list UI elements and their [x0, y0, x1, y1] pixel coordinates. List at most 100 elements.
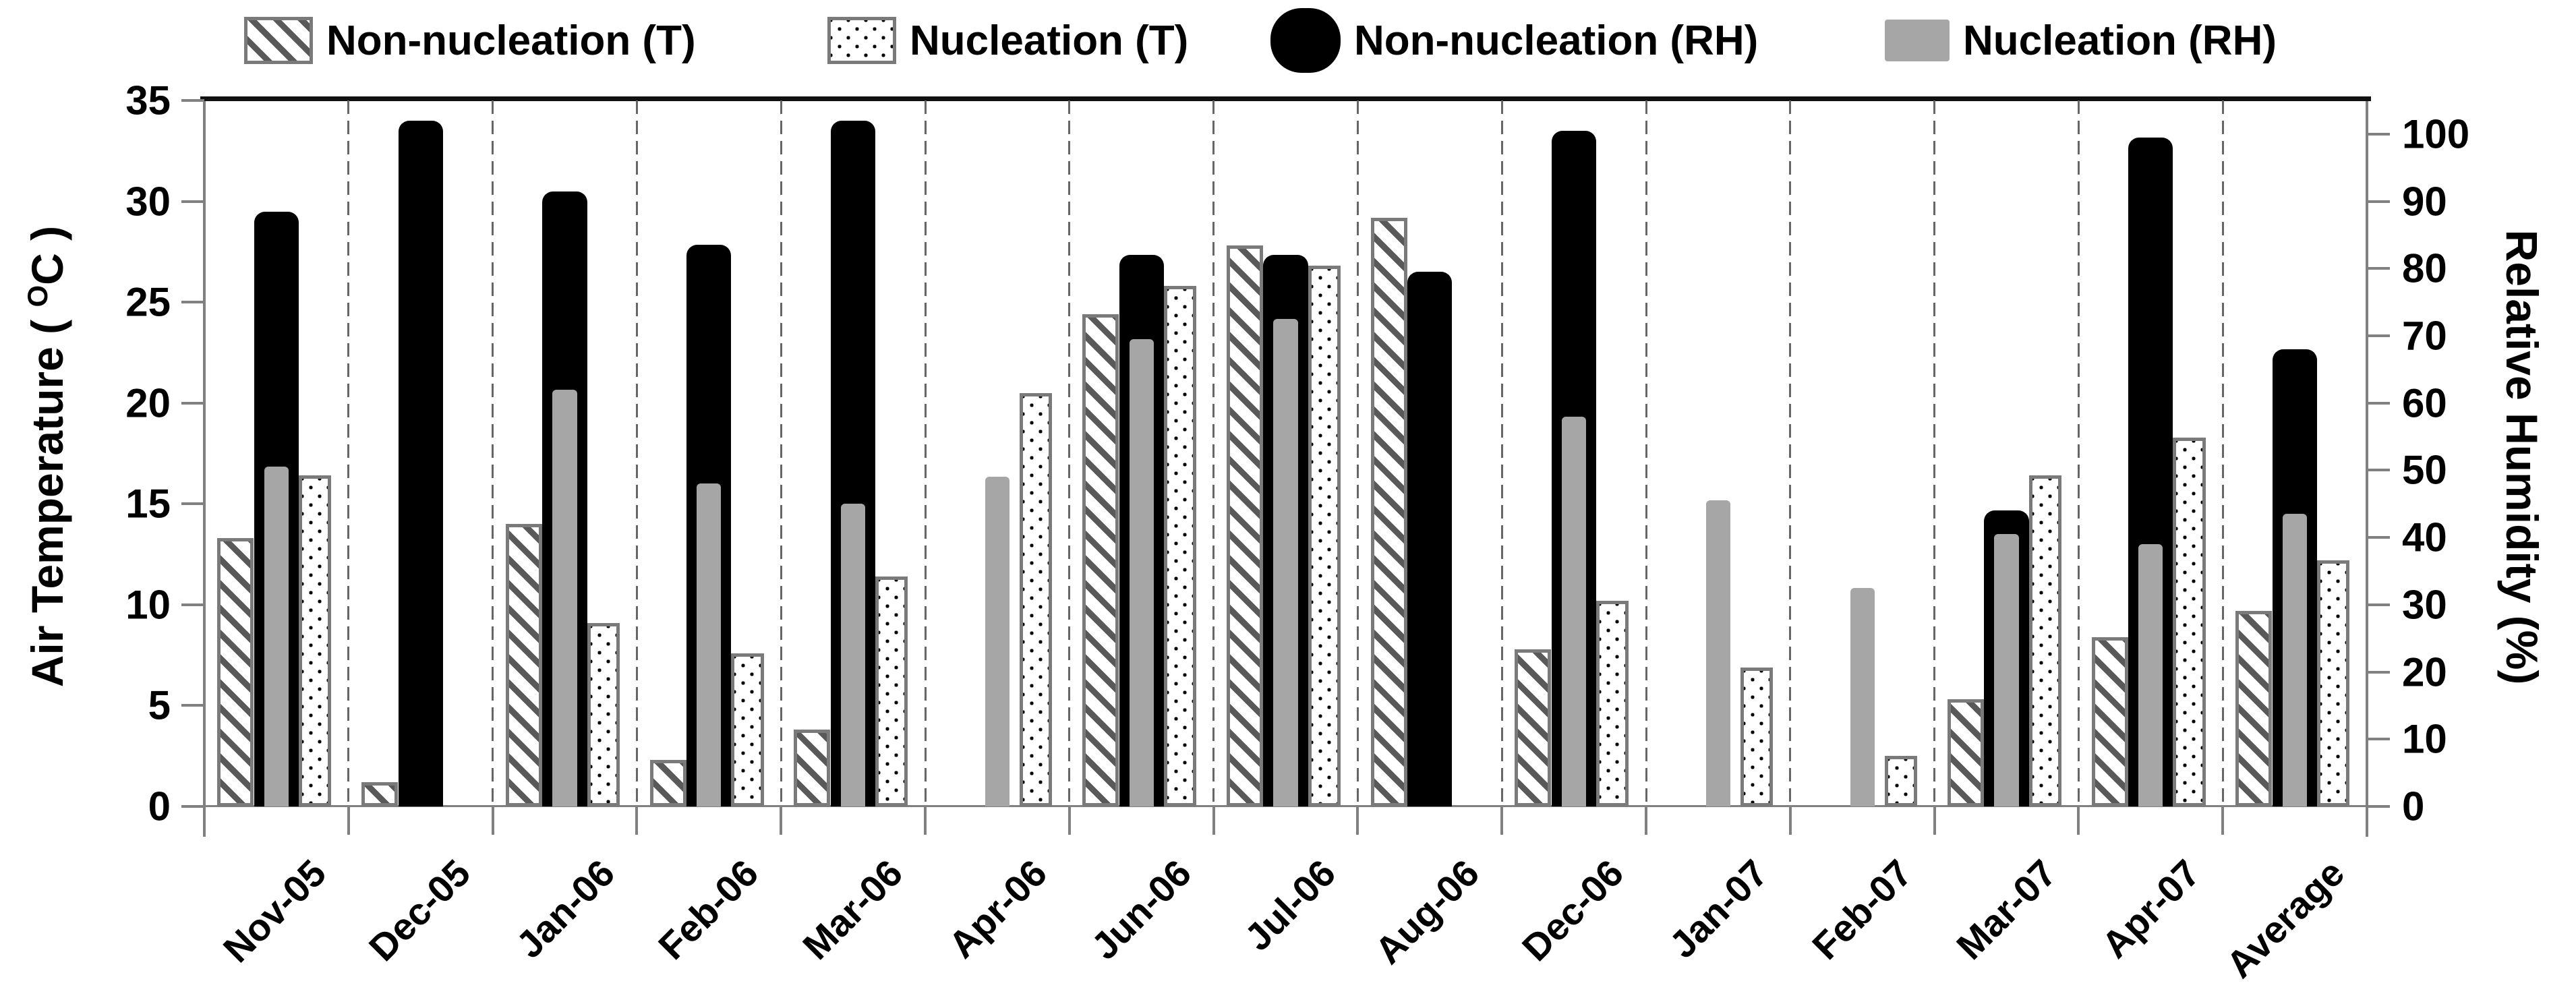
left-axis-tick [181, 401, 204, 405]
left-axis-tick [181, 805, 204, 808]
bar-nucleation-t [1740, 667, 1774, 806]
x-category-label: Aug-06 [1366, 851, 1488, 972]
bar-nucleation-t [2317, 560, 2350, 806]
left-tick-label: 20 [125, 380, 171, 426]
right-axis-tick [2367, 334, 2390, 337]
right-axis-tick [2367, 200, 2390, 203]
right-tick-label: 0 [2402, 784, 2425, 829]
bar-nucleation-rh [1273, 319, 1298, 806]
x-axis-tick [635, 806, 639, 835]
legend-item-non_nucleation_RH: Non-nucleation (RH) [1270, 5, 1758, 76]
bar-non-nucleation-t [361, 782, 398, 806]
bar-nucleation-rh [1705, 500, 1731, 806]
right-axis-line [2366, 100, 2368, 837]
right-tick-label: 10 [2402, 716, 2447, 762]
plot-top-border [200, 96, 2371, 101]
right-axis-tick [2367, 267, 2390, 270]
category-separator [1212, 100, 1215, 806]
x-category-label: Mar-06 [794, 851, 911, 968]
left-axis-tick [181, 502, 204, 506]
right-axis-tick [2367, 805, 2390, 808]
right-axis-tick [2367, 670, 2390, 674]
x-category-label: Apr-06 [940, 851, 1055, 966]
left-tick-label: 30 [125, 179, 171, 225]
bar-nucleation-t [299, 475, 332, 806]
bar-nucleation-t [731, 653, 764, 806]
bar-nucleation-rh [2138, 544, 2163, 806]
bar-non-nucleation-t [1226, 245, 1263, 806]
category-separator [635, 100, 638, 806]
bar-nucleation-rh [840, 504, 866, 806]
left-tick-label: 0 [148, 784, 171, 829]
x-category-label: Dec-06 [1513, 851, 1632, 970]
x-axis-tick [347, 806, 350, 835]
right-tick-label: 50 [2402, 447, 2447, 493]
bar-nucleation-rh [2282, 514, 2308, 806]
right-tick-label: 40 [2402, 514, 2447, 560]
x-category-label: Jun-06 [1082, 851, 1199, 968]
right-tick-label: 100 [2402, 111, 2470, 157]
category-separator [780, 100, 782, 806]
x-axis-tick [2221, 806, 2225, 835]
bar-nucleation-rh [1850, 587, 1875, 806]
bar-nucleation-t [875, 576, 908, 806]
legend-item-nucleation_T: Nucleation (T) [827, 5, 1188, 76]
right-tick-label: 80 [2402, 245, 2447, 291]
legend-label: Nucleation (T) [910, 17, 1189, 64]
right-tick-label: 20 [2402, 649, 2447, 695]
x-axis-tick [1933, 806, 1936, 835]
bar-nucleation-t [1020, 392, 1053, 806]
bar-non-nucleation-rh [1407, 272, 1453, 806]
legend-swatch-dotted-icon [827, 17, 896, 64]
bar-nucleation-rh [1129, 339, 1154, 806]
x-category-label: Apr-07 [2093, 851, 2208, 966]
x-category-label: Jan-06 [507, 851, 622, 966]
legend-item-non_nucleation_T: Non-nucleation (T) [244, 5, 696, 76]
x-axis-tick [924, 806, 927, 835]
legend-swatch-gray-icon [1885, 20, 1950, 61]
bar-non-nucleation-t [2091, 637, 2128, 806]
category-separator [1068, 100, 1071, 806]
bar-nucleation-t [2173, 437, 2206, 806]
left-tick-label: 15 [125, 481, 171, 527]
bar-non-nucleation-rh [398, 120, 443, 806]
x-axis-tick [2077, 806, 2080, 835]
bar-nucleation-rh [1994, 534, 2019, 806]
x-category-label: Average [2217, 851, 2353, 986]
x-axis-tick [1212, 806, 1215, 835]
bar-nucleation-t [587, 622, 620, 806]
legend-label: Non-nucleation (T) [326, 17, 696, 64]
left-axis-tick [181, 99, 204, 102]
right-axis-title: Relative Humidity (%) [2497, 229, 2547, 685]
x-category-label: Nov-05 [214, 851, 334, 971]
bar-non-nucleation-t [217, 538, 254, 806]
bar-nucleation-t [1308, 266, 1341, 806]
x-category-label: Jul-06 [1235, 851, 1343, 959]
left-axis-title: Air Temperature ( OC ) [22, 200, 73, 713]
x-axis-tick [491, 806, 494, 835]
bar-non-nucleation-t [794, 730, 831, 806]
bar-nucleation-rh [552, 389, 577, 806]
bar-non-nucleation-t [1082, 314, 1119, 806]
right-tick-label: 30 [2402, 582, 2447, 628]
x-axis-tick [1645, 806, 1647, 835]
x-axis-tick [1067, 806, 1071, 835]
right-axis-tick [2367, 401, 2390, 405]
bar-nucleation-rh [697, 483, 722, 806]
bar-non-nucleation-t [1947, 699, 1984, 806]
bar-nucleation-t [1596, 600, 1629, 806]
legend-label: Nucleation (RH) [1963, 17, 2277, 64]
x-category-label: Jan-07 [1661, 851, 1776, 966]
right-tick-label: 70 [2402, 313, 2447, 359]
x-axis-tick [1788, 806, 1792, 835]
category-separator [2221, 100, 2224, 806]
right-axis-tick [2367, 132, 2390, 136]
x-category-label: Feb-06 [650, 851, 767, 968]
x-category-label: Feb-07 [1803, 851, 1920, 968]
x-axis-tick [1500, 806, 1504, 835]
category-separator [1356, 100, 1359, 806]
x-category-label: Mar-07 [1948, 851, 2064, 968]
left-axis-tick [181, 704, 204, 707]
left-tick-label: 25 [125, 279, 171, 325]
bar-nucleation-rh [985, 477, 1010, 806]
